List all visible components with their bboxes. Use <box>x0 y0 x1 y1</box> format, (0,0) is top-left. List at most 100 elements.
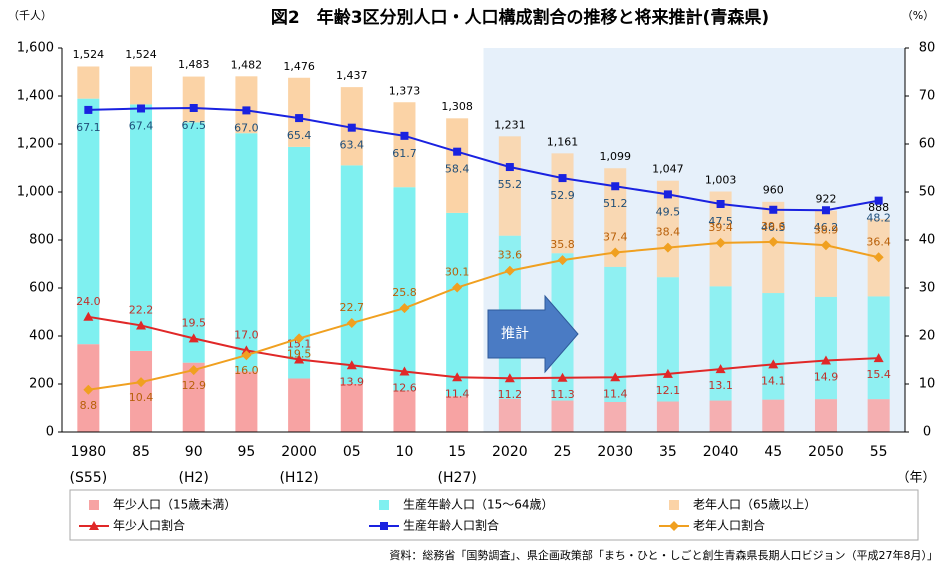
marker <box>663 190 672 199</box>
ratio-label: 35.8 <box>550 238 575 251</box>
x-tick-label: 2000 <box>281 444 317 460</box>
y2-unit: （%） <box>902 9 934 22</box>
bar-segment <box>604 168 627 267</box>
ratio-label: 16.0 <box>234 364 259 377</box>
ratio-label: 15.4 <box>866 368 891 381</box>
y2-tick-label: 60 <box>919 137 936 152</box>
ratio-label: 10.4 <box>129 391 154 404</box>
x-tick-label: 45 <box>764 444 782 460</box>
total-label: 1,231 <box>494 119 526 132</box>
source: 資料：総務省「国勢調査」、県企画政策部「まち・ひと・しごと創生青森県長期人口ビジ… <box>389 548 938 562</box>
bar-segment <box>498 398 521 432</box>
x-tick-label: 15 <box>448 444 466 460</box>
ratio-label: 30.1 <box>445 266 470 279</box>
ratio-label: 67.0 <box>234 121 259 134</box>
x-tick-sublabel: (H2) <box>179 470 209 486</box>
ratio-label: 11.4 <box>445 387 470 400</box>
legend-label: 年少人口割合 <box>113 518 185 533</box>
marker <box>399 303 410 314</box>
bar-segment <box>182 122 205 363</box>
legend-swatch <box>669 500 679 510</box>
bar-segment <box>77 98 100 345</box>
ratio-label: 11.4 <box>603 387 628 400</box>
x-unit: （年） <box>896 471 935 486</box>
x-tick-label: 2030 <box>597 444 633 460</box>
marker <box>662 242 673 253</box>
ratio-label: 24.0 <box>76 295 101 308</box>
bar-segment <box>235 76 258 134</box>
bar-segment <box>288 77 311 147</box>
marker <box>504 373 515 383</box>
ratio-label: 33.6 <box>498 249 523 262</box>
marker <box>821 206 830 215</box>
marker <box>769 205 778 214</box>
ratio-label: 11.2 <box>498 388 523 401</box>
ratio-label: 11.3 <box>550 388 575 401</box>
legend-label: 年少人口（15歳未満） <box>113 498 236 512</box>
marker <box>346 318 357 329</box>
legend-label: 老年人口（65歳以上） <box>693 498 816 512</box>
ratio-line <box>88 315 879 380</box>
total-label: 1,373 <box>389 84 421 97</box>
ratio-label: 25.8 <box>392 286 417 299</box>
x-tick-sublabel: (S55) <box>70 470 108 486</box>
y2-tick-label: 10 <box>919 377 936 392</box>
marker <box>558 174 567 183</box>
x-tick-label: 85 <box>132 444 150 460</box>
ratio-label: 12.9 <box>181 379 206 392</box>
ratio-label: 52.9 <box>550 189 575 202</box>
marker <box>716 200 725 208</box>
ratio-label: 38.9 <box>814 223 839 236</box>
marker <box>294 354 305 364</box>
marker <box>241 350 252 361</box>
marker <box>241 345 252 355</box>
bar-segment <box>814 296 837 400</box>
ratio-label: 12.6 <box>392 382 417 395</box>
x-tick-sublabel: (H27) <box>438 470 477 486</box>
projection-shade <box>483 48 905 432</box>
bar-segment <box>498 136 521 236</box>
ratio-label: 67.5 <box>181 119 206 132</box>
bar-segment <box>182 76 205 123</box>
ratio-label: 13.9 <box>340 375 365 388</box>
marker <box>295 114 304 123</box>
marker <box>294 333 305 344</box>
bar-segment <box>446 212 469 397</box>
ratio-label: 14.9 <box>814 370 839 383</box>
marker <box>380 522 388 530</box>
marker <box>242 106 251 115</box>
y2-tick-label: 50 <box>919 185 936 200</box>
chart-title: 図2 年齢3区分別人口・人口構成割合の推移と将来推計(青森県) <box>271 7 769 28</box>
x-tick-label: 95 <box>237 444 255 460</box>
bar-segment <box>340 384 363 432</box>
y-tick-label: 800 <box>29 233 54 248</box>
marker <box>188 333 199 343</box>
ratio-label: 46.2 <box>814 221 839 234</box>
marker <box>610 247 621 258</box>
bar-segment <box>130 66 153 105</box>
ratio-label: 55.2 <box>498 178 523 191</box>
marker <box>89 521 99 530</box>
bar-segment <box>393 390 416 432</box>
bar-segment <box>709 286 732 401</box>
ratio-label: 46.3 <box>761 221 786 234</box>
x-tick-label: 25 <box>554 444 572 460</box>
bar-segment <box>182 362 205 432</box>
x-tick-label: 05 <box>343 444 361 460</box>
marker <box>452 282 463 293</box>
legend-label: 老年人口割合 <box>693 518 765 533</box>
bar-segment <box>235 133 258 372</box>
marker <box>346 360 357 370</box>
bar-segment <box>814 210 837 297</box>
bar-segment <box>762 293 785 400</box>
total-label: 1,308 <box>441 100 473 113</box>
marker <box>715 364 726 374</box>
y2-tick-label: 20 <box>919 329 936 344</box>
legend-label: 生産年齢人口（15～64歳） <box>403 497 554 512</box>
marker <box>820 240 831 251</box>
total-label: 1,483 <box>178 58 210 71</box>
y-tick-label: 1,200 <box>17 137 54 152</box>
marker <box>557 372 568 382</box>
total-label: 960 <box>763 184 784 197</box>
